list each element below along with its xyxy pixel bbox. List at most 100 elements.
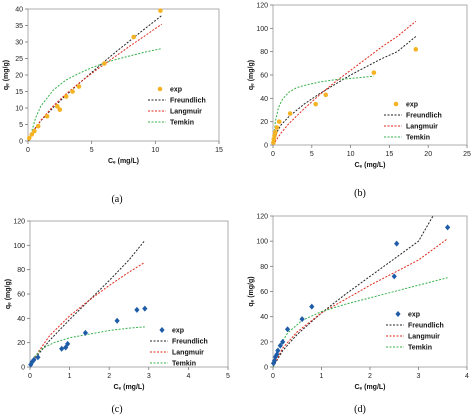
legend-label: Langmuir <box>172 350 204 357</box>
panel-label-a: (a) <box>111 194 122 205</box>
data-point <box>65 340 71 347</box>
series-line-temkin <box>30 326 145 367</box>
x-tick-label: 1 <box>320 373 324 380</box>
y-axis-label: qₑ (mg/g) <box>248 276 255 306</box>
data-point <box>277 342 283 349</box>
x-tick-label: 5 <box>90 147 94 154</box>
x-tick-label: 3 <box>417 373 421 380</box>
x-tick-label: 4 <box>465 373 469 380</box>
x-tick-label: 5 <box>310 151 314 158</box>
y-tick-label: 35 <box>15 23 23 30</box>
x-tick-label: 0 <box>271 151 275 158</box>
x-tick-label: 10 <box>347 151 355 158</box>
legend-label: exp <box>406 102 418 109</box>
x-tick-label: 3 <box>147 373 151 380</box>
data-point <box>284 326 291 333</box>
series-line-temkin <box>273 75 374 145</box>
y-tick-label: 20 <box>15 73 23 80</box>
y-tick-label: 40 <box>260 314 268 321</box>
y-axis-label: qₑ (mg/g) <box>248 60 255 90</box>
series-line-freundlich <box>273 36 417 145</box>
y-tick-label: 100 <box>256 26 268 33</box>
legend-label: Temkin <box>406 135 430 142</box>
legend-label: Temkin <box>172 361 196 368</box>
data-point <box>280 338 286 345</box>
y-tick-label: 60 <box>17 292 25 299</box>
series-line-temkin <box>273 277 448 367</box>
data-point <box>323 92 329 98</box>
plot-frame <box>272 215 468 368</box>
y-tick-label: 100 <box>13 243 25 250</box>
legend-label: Freundlich <box>408 323 444 330</box>
data-point <box>274 125 280 130</box>
y-tick-label: 0 <box>19 139 23 146</box>
data-point <box>63 94 69 99</box>
data-point <box>63 344 69 351</box>
data-point <box>271 140 276 145</box>
data-point <box>394 240 400 247</box>
series-line-langmuir <box>273 20 417 145</box>
legend-label: Temkin <box>408 345 432 352</box>
data-point <box>391 273 397 280</box>
y-tick-label: 20 <box>260 339 268 346</box>
data-point <box>59 345 65 352</box>
plot-frame <box>272 4 468 146</box>
legend-label: exp <box>408 312 420 319</box>
x-tick-label: 5 <box>226 373 230 380</box>
data-point <box>35 123 41 129</box>
data-point <box>26 135 32 141</box>
legend-label: Freundlich <box>170 98 206 105</box>
data-point <box>273 129 278 135</box>
legend-marker <box>159 327 165 333</box>
legend-label: Freundlich <box>172 339 208 346</box>
x-tick-label: 10 <box>151 147 159 154</box>
y-tick-label: 40 <box>17 316 25 323</box>
legend: exp Freundlich Langmuir Temkin <box>386 311 444 352</box>
chart-panel-a: 0 5 10 15 20 25 30 35 40 0 5 10 15 Cₑ (mg/L) qₑ (mg/g)… <box>3 7 223 166</box>
series-line-freundlich <box>30 240 146 367</box>
data-point <box>142 305 148 312</box>
data-point <box>287 111 293 116</box>
x-tick-label: 0 <box>271 373 275 380</box>
y-axis-label: qₑ (mg/g) <box>5 279 12 309</box>
legend-label: exp <box>170 87 182 94</box>
data-point <box>54 104 60 109</box>
chart-panel-d: 0 20 40 60 80 100 120 0 1 2 3 4 Cₑ (mg/L) qₑ (mg/g) ex… <box>248 214 469 392</box>
panel-label-b: (b) <box>354 188 366 199</box>
y-tick-label: 120 <box>256 3 268 10</box>
panel-label-d: (d) <box>354 404 366 415</box>
data-point <box>313 101 318 107</box>
x-tick-label: 20 <box>424 151 432 158</box>
y-tick-label: 15 <box>15 89 23 96</box>
data-point <box>32 128 37 134</box>
y-tick-label: 25 <box>15 56 23 63</box>
x-tick-label: 0 <box>26 147 30 154</box>
x-tick-label: 15 <box>386 151 394 158</box>
y-axis-label: qₑ (mg/g) <box>3 60 10 90</box>
chart-panel-b: 0 20 40 60 80 100 120 0 5 10 15 20 25 Cₑ (mg/L) qₑ (mg… <box>248 3 471 170</box>
y-tick-label: 80 <box>260 49 268 56</box>
series-line-freundlich <box>273 216 434 367</box>
x-tick-label: 4 <box>186 373 190 380</box>
y-tick-label: 0 <box>21 365 25 372</box>
x-axis-label: Cₑ (mg/L) <box>354 162 385 169</box>
panel-label-c: (c) <box>111 404 122 415</box>
y-tick-label: 80 <box>260 264 268 271</box>
data-point <box>271 357 278 364</box>
chart-panel-c: 0 20 40 60 80 100 120 0 1 2 3 4 5 Cₑ (mg/L) qₑ (mg/g) e… <box>5 219 230 392</box>
legend-label: Freundlich <box>406 113 442 120</box>
y-tick-label: 0 <box>264 365 268 372</box>
legend-marker <box>395 311 401 317</box>
data-point <box>76 84 82 89</box>
y-tick-label: 20 <box>17 340 25 347</box>
x-tick-label: 0 <box>28 373 32 380</box>
legend-label: Langmuir <box>408 334 440 341</box>
data-point <box>82 329 89 336</box>
data-point <box>134 306 140 313</box>
legend-label: Langmuir <box>406 124 438 131</box>
y-tick-label: 0 <box>264 143 268 150</box>
data-point <box>35 354 41 361</box>
data-point <box>31 356 37 363</box>
y-tick-label: 20 <box>260 119 268 126</box>
legend-label: exp <box>172 328 184 335</box>
